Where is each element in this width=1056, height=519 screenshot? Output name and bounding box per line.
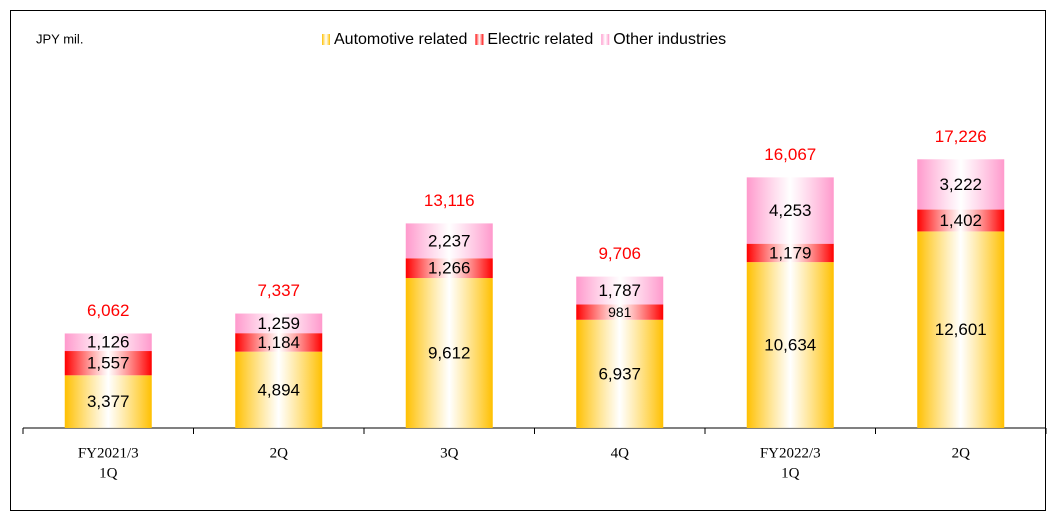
data-label: 10,634 [764,336,816,355]
bar-segment [746,177,834,244]
legend-label: Electric related [487,31,593,48]
data-label: 1,266 [428,259,471,278]
x-tick-label: FY2021/3 [78,445,139,461]
total-label: 17,226 [935,127,987,146]
data-label: 4,253 [769,201,812,220]
total-label: 9,706 [598,244,641,263]
data-label: 1,787 [598,281,641,300]
bar-segment [917,159,1005,210]
legend-label: Automotive related [334,31,467,48]
data-label: 9,612 [428,344,471,363]
bar-segment [405,278,493,428]
data-label: 1,259 [257,314,300,333]
bar-segment [405,223,493,259]
data-label: 6,937 [598,364,641,383]
bar-segment [576,276,664,305]
data-label: 3,377 [87,392,130,411]
legend-swatch [322,34,330,45]
total-label: 7,337 [257,281,300,300]
x-tick-label: 2Q [270,445,289,461]
unit-label: JPY mil. [36,31,83,46]
bar-segment [746,262,834,428]
data-label: 2,237 [428,231,471,250]
data-label: 1,402 [939,211,982,230]
bar-segment [576,304,664,320]
legend-swatch [475,34,484,45]
bar-segment [917,231,1005,428]
data-label: 1,557 [87,354,130,373]
data-label: 1,126 [87,333,130,352]
bar-segment [235,313,323,334]
bar-segment [746,243,834,263]
bar-segment [64,351,152,376]
bar-segment [235,351,323,428]
total-label: 13,116 [424,191,475,210]
frame [10,10,1046,511]
data-label: 4,894 [257,380,300,399]
data-label: 3,222 [939,175,982,194]
x-tick-label: FY2022/3 [760,445,821,461]
bar-segment [64,333,152,352]
total-label: 6,062 [87,301,130,320]
total-label: 16,067 [764,145,816,164]
data-label: 12,601 [935,320,987,339]
bar-segment [917,209,1005,232]
x-tick-label: 4Q [611,445,630,461]
data-label: 1,184 [257,333,300,352]
bar-segment [405,258,493,279]
bar-segment [64,375,152,428]
data-label: 1,179 [769,243,812,262]
bar-segment [576,319,664,428]
data-label: 981 [608,304,632,320]
legend: Automotive related Electric related Other … [322,31,726,48]
bar-segment [235,333,323,352]
legend-swatch [601,34,610,45]
x-tick-label: 1Q [99,465,118,481]
legend-label: Other industries [613,31,726,48]
x-tick-label: 1Q [781,465,800,481]
x-tick-label: 3Q [440,445,459,461]
x-tick-label: 2Q [952,445,971,461]
